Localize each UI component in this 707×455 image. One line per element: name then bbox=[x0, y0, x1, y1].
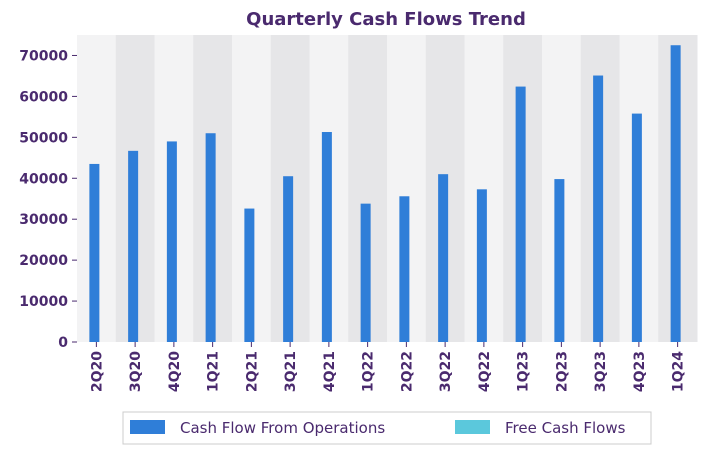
bar-4q23 bbox=[631, 113, 642, 342]
bar-4q20 bbox=[166, 141, 177, 342]
bar-2q23 bbox=[554, 179, 565, 342]
bar-2q20 bbox=[89, 163, 100, 342]
y-tick-label: 0 bbox=[58, 335, 68, 351]
x-tick-label: 4Q22 bbox=[477, 351, 493, 392]
y-tick-label: 70000 bbox=[19, 48, 68, 64]
x-tick-label: 4Q21 bbox=[322, 351, 338, 392]
y-tick-label: 50000 bbox=[19, 130, 68, 146]
x-tick-label: 2Q22 bbox=[399, 351, 415, 392]
x-tick-label: 2Q20 bbox=[89, 351, 105, 392]
legend: Cash Flow From Operations Free Cash Flow… bbox=[122, 411, 652, 445]
x-tick-label: 1Q21 bbox=[206, 351, 222, 392]
bar-3q20 bbox=[128, 150, 139, 342]
chart-title: Quarterly Cash Flows Trend bbox=[246, 9, 526, 30]
x-tick-label: 1Q24 bbox=[671, 351, 687, 392]
legend-label-cash-flow-from-operations: Cash Flow From Operations bbox=[180, 419, 385, 437]
x-tick-label: 1Q22 bbox=[361, 351, 377, 392]
x-tick-label: 3Q23 bbox=[593, 351, 609, 392]
x-tick-label: 2Q23 bbox=[554, 351, 570, 392]
bar-3q22 bbox=[438, 174, 449, 342]
bar-1q23 bbox=[515, 86, 526, 343]
bar-1q22 bbox=[360, 203, 371, 342]
bar-4q21 bbox=[321, 132, 332, 342]
bar-3q23 bbox=[593, 75, 604, 343]
bar-4q22 bbox=[476, 189, 487, 342]
x-tick-label: 4Q20 bbox=[167, 351, 183, 392]
bars bbox=[89, 45, 681, 343]
bar-1q24 bbox=[670, 45, 681, 342]
y-tick-label: 20000 bbox=[19, 253, 68, 269]
x-tick-label: 3Q21 bbox=[283, 351, 299, 392]
y-tick-label: 60000 bbox=[19, 89, 68, 105]
legend-swatch-cash-flow-from-operations bbox=[130, 420, 165, 434]
bar-1q21 bbox=[205, 133, 216, 342]
legend-box bbox=[122, 411, 652, 445]
x-tick-label: 3Q22 bbox=[438, 351, 454, 392]
x-tick-label: 3Q20 bbox=[128, 351, 144, 392]
y-tick-label: 30000 bbox=[19, 212, 68, 228]
bar-3q21 bbox=[283, 176, 294, 342]
bar-2q21 bbox=[244, 208, 255, 342]
x-tick-label: 4Q23 bbox=[632, 351, 648, 392]
x-axis: 2Q20 3Q20 4Q20 1Q21 2Q21 3Q21 4Q21 1Q22 2Q22 3Q22… bbox=[89, 342, 687, 392]
legend-swatch-free-cash-flows bbox=[455, 420, 490, 434]
y-axis: 0 10000 20000 30000 40000 50000 60000 70000 bbox=[19, 48, 77, 351]
bar-2q22 bbox=[399, 196, 410, 342]
x-tick-label: 2Q21 bbox=[244, 351, 260, 392]
legend-label-free-cash-flows: Free Cash Flows bbox=[505, 419, 626, 437]
y-tick-label: 40000 bbox=[19, 171, 68, 187]
y-tick-label: 10000 bbox=[19, 294, 68, 310]
x-tick-label: 1Q23 bbox=[516, 351, 532, 392]
